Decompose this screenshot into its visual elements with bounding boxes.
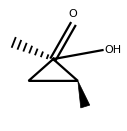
Text: O: O	[69, 9, 77, 19]
Polygon shape	[78, 81, 90, 108]
Text: OH: OH	[104, 45, 122, 55]
